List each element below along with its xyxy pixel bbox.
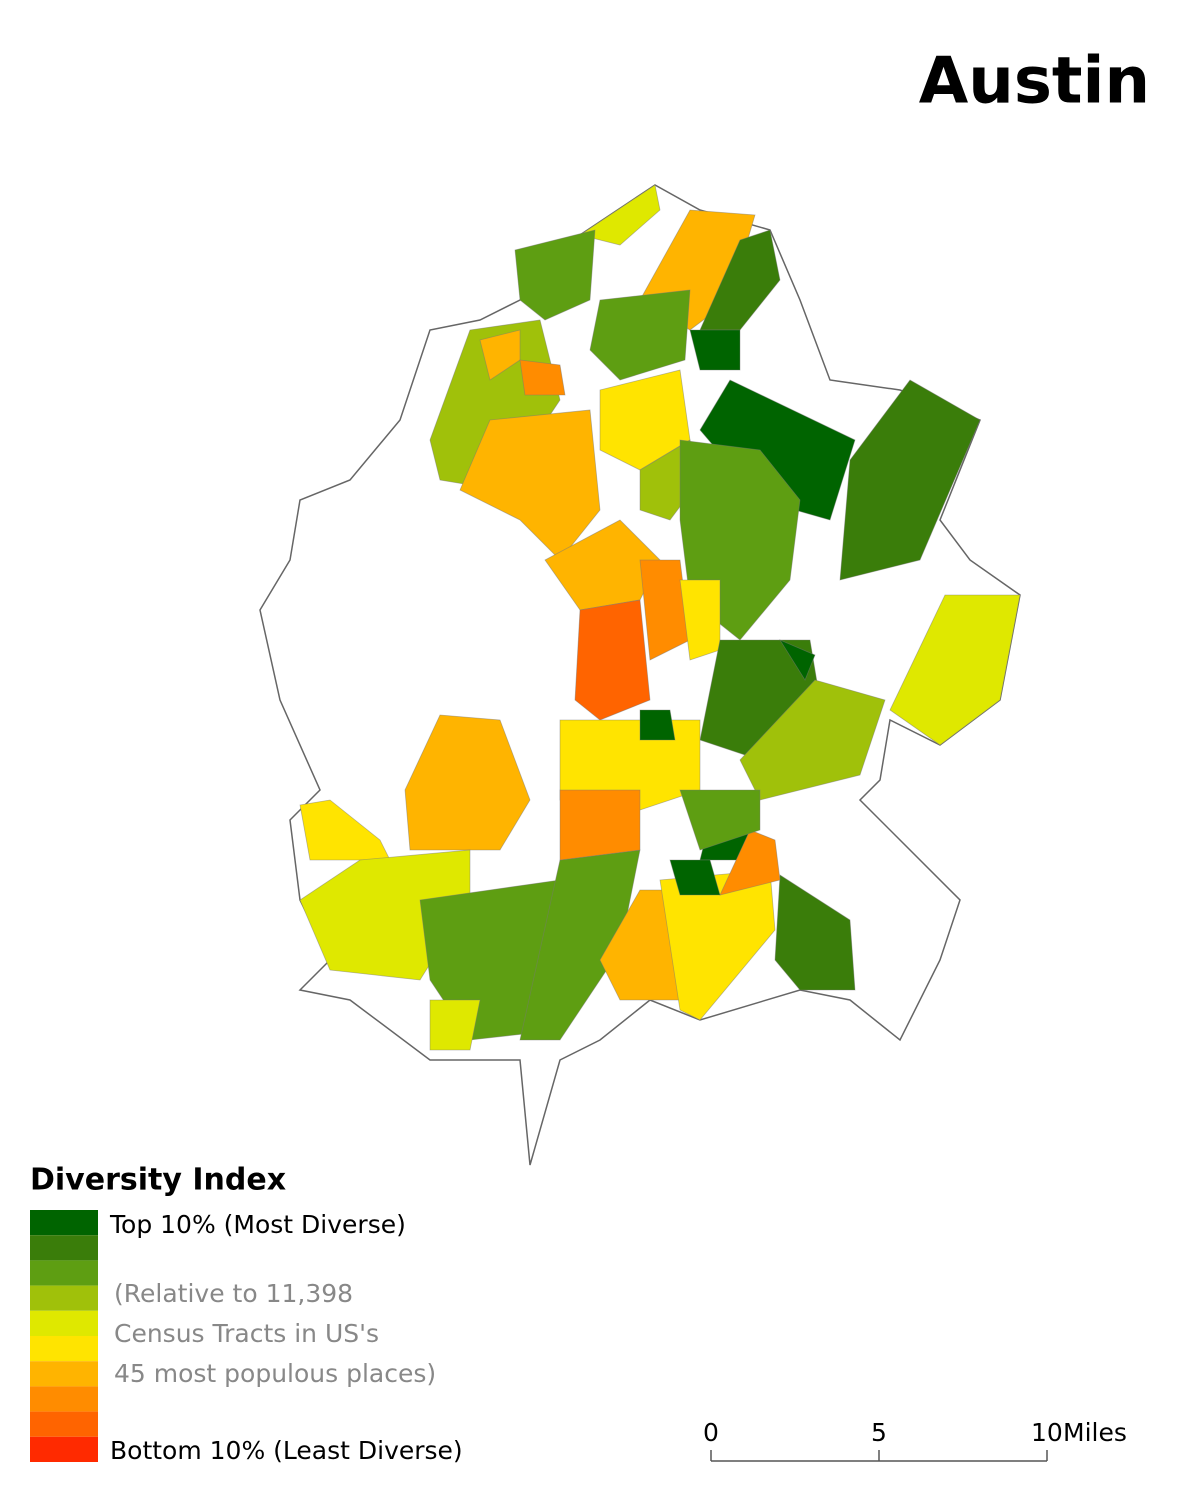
legend: Diversity Index Top 10% (Most Diverse) B… (30, 1163, 463, 1465)
census-tracts (299, 184, 1021, 1051)
tract (519, 359, 566, 396)
legend-swatch (30, 1260, 98, 1286)
map (259, 184, 1021, 1166)
legend-note-line: Census Tracts in US's (114, 1319, 379, 1348)
tract (689, 329, 741, 371)
legend-swatch (30, 1436, 98, 1462)
legend-bottom-label: Bottom 10% (Least Diverse) (110, 1436, 463, 1465)
tract (404, 714, 531, 851)
scale-unit: Miles (1063, 1418, 1127, 1447)
tract (778, 639, 816, 681)
legend-swatch (30, 1210, 98, 1236)
tract (669, 859, 721, 896)
tract (699, 229, 781, 331)
tract (774, 874, 856, 991)
tract (889, 594, 1021, 746)
tract (589, 289, 691, 381)
legend-note-line: (Relative to 11,398 (114, 1279, 353, 1308)
tract (514, 229, 596, 321)
tract (719, 829, 781, 896)
legend-swatch (30, 1411, 98, 1437)
tract (579, 184, 661, 246)
tract (739, 679, 886, 801)
legend-title: Diversity Index (30, 1163, 286, 1198)
legend-swatches (30, 1210, 98, 1462)
tract (299, 799, 391, 861)
scale-label: 5 (871, 1418, 887, 1447)
scale-label: 10 (1031, 1418, 1063, 1447)
tract (574, 599, 651, 721)
legend-note: (Relative to 11,398 Census Tracts in US's… (114, 1279, 436, 1388)
legend-swatch (30, 1386, 98, 1412)
legend-swatch (30, 1310, 98, 1336)
tract (559, 789, 641, 861)
scale-label: 0 (703, 1418, 719, 1447)
tract (679, 789, 761, 851)
tract (559, 719, 701, 811)
legend-swatch (30, 1235, 98, 1261)
map-title: Austin (919, 45, 1150, 119)
legend-swatch (30, 1285, 98, 1311)
scale-bar: 0 5 10 Miles (703, 1418, 1127, 1462)
legend-swatch (30, 1336, 98, 1362)
legend-top-label: Top 10% (Most Diverse) (109, 1210, 406, 1239)
legend-swatch (30, 1361, 98, 1387)
tract (429, 999, 481, 1051)
tract (839, 379, 981, 581)
tract (639, 709, 676, 741)
legend-note-line: 45 most populous places) (114, 1359, 436, 1388)
